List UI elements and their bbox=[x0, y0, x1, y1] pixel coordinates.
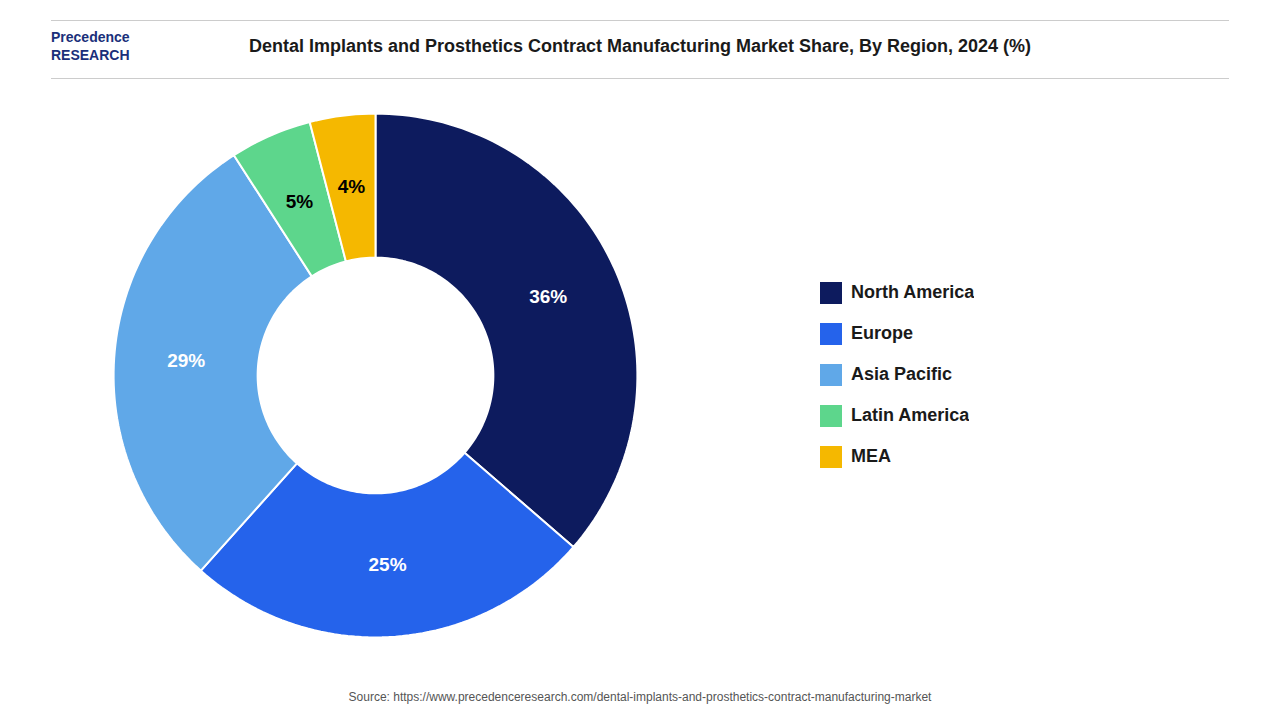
html-text:Precedence: Precedence bbox=[51, 29, 130, 45]
html-text:MEA: MEA bbox=[851, 446, 891, 466]
html-text:Europe: Europe bbox=[851, 323, 913, 343]
svg-text:5%: 5% bbox=[286, 191, 314, 212]
html-text:Dental Implants and Prosthetic: Dental Implants and Prosthetics Contract… bbox=[248, 36, 1032, 56]
html-text:North America: North America bbox=[851, 282, 975, 302]
svg-text:4%: 4% bbox=[338, 176, 366, 197]
svg-text:36%: 36% bbox=[529, 286, 567, 307]
svg-text:29%: 29% bbox=[167, 350, 205, 371]
html-text:Latin America: Latin America bbox=[851, 405, 970, 425]
svg-text:25%: 25% bbox=[369, 554, 407, 575]
html-text:RESEARCH: RESEARCH bbox=[51, 47, 130, 64]
html-text:Asia Pacific: Asia Pacific bbox=[851, 364, 953, 384]
html-text:Source: https://www.precedence: Source: https://www.precedenceresearch.c… bbox=[348, 690, 932, 704]
